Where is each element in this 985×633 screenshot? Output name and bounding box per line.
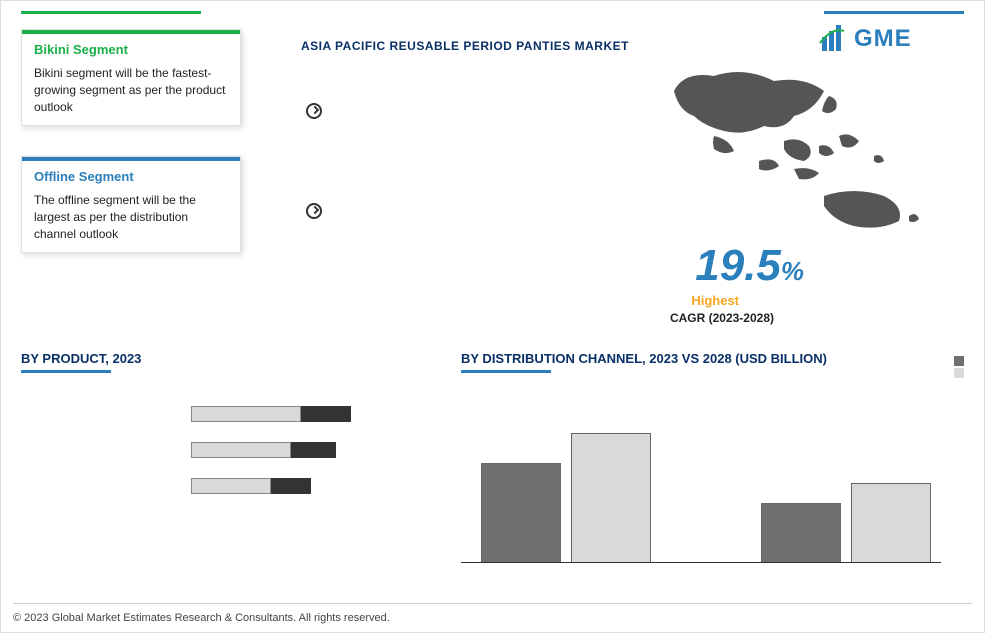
bar-segment <box>271 478 311 494</box>
product-bar-row <box>191 475 421 497</box>
card-offline-segment: Offline Segment The offline segment will… <box>21 156 241 253</box>
dist-bar <box>851 483 931 563</box>
bar-segment <box>191 406 301 422</box>
product-bar <box>191 442 336 458</box>
section-underline <box>21 370 111 373</box>
accent-green <box>21 11 201 14</box>
bar-segment <box>191 442 291 458</box>
card-bikini-segment: Bikini Segment Bikini segment will be th… <box>21 29 241 126</box>
dist-bar <box>761 503 841 563</box>
distribution-bar-chart <box>461 393 951 593</box>
footer-divider <box>13 603 972 604</box>
logo-icon <box>816 23 848 55</box>
section-by-product: BY PRODUCT, 2023 <box>21 351 421 511</box>
section-title: BY PRODUCT, 2023 <box>21 351 421 366</box>
bullet-item <box>306 201 626 219</box>
logo-text: GME <box>854 25 912 53</box>
product-bar-chart <box>191 403 421 497</box>
section-by-distribution: BY DISTRIBUTION CHANNEL, 2023 VS 2028 (U… <box>461 351 951 593</box>
card-title: Offline Segment <box>34 169 228 184</box>
highest-label: Highest <box>691 293 739 308</box>
legend-item <box>954 368 964 378</box>
cagr-value: 19.5% <box>695 241 804 291</box>
legend-swatch <box>954 368 964 378</box>
section-underline <box>461 370 551 373</box>
dist-bar <box>571 433 651 563</box>
dist-bar <box>481 463 561 563</box>
cagr-number: 19.5 <box>695 241 781 290</box>
copyright-footer: © 2023 Global Market Estimates Research … <box>13 612 390 624</box>
legend-item <box>954 356 964 366</box>
cagr-label: CAGR (2023-2028) <box>670 311 774 325</box>
bullet-item <box>306 101 626 119</box>
legend-swatch <box>954 356 964 366</box>
chevron-circle-icon <box>306 103 322 119</box>
card-accent-bar <box>22 157 240 161</box>
bar-segment <box>291 442 336 458</box>
card-body: The offline segment will be the largest … <box>34 192 228 242</box>
chart-legend <box>954 356 964 380</box>
accent-blue <box>824 11 964 14</box>
product-bar-row <box>191 403 421 425</box>
section-title: BY DISTRIBUTION CHANNEL, 2023 VS 2028 (U… <box>461 351 951 366</box>
product-bar-row <box>191 439 421 461</box>
chevron-circle-icon <box>306 203 322 219</box>
card-body: Bikini segment will be the fastest-growi… <box>34 65 228 115</box>
main-title: ASIA PACIFIC REUSABLE PERIOD PANTIES MAR… <box>301 39 629 53</box>
card-accent-bar <box>22 30 240 34</box>
bar-segment <box>191 478 271 494</box>
top-accent-bar <box>21 11 964 14</box>
product-bar <box>191 406 351 422</box>
asia-pacific-map <box>664 61 944 231</box>
chart-x-axis <box>461 562 941 563</box>
product-bar <box>191 478 311 494</box>
card-title: Bikini Segment <box>34 42 228 57</box>
brand-logo: GME <box>816 19 956 59</box>
percent-sign: % <box>781 256 804 286</box>
bar-segment <box>301 406 351 422</box>
